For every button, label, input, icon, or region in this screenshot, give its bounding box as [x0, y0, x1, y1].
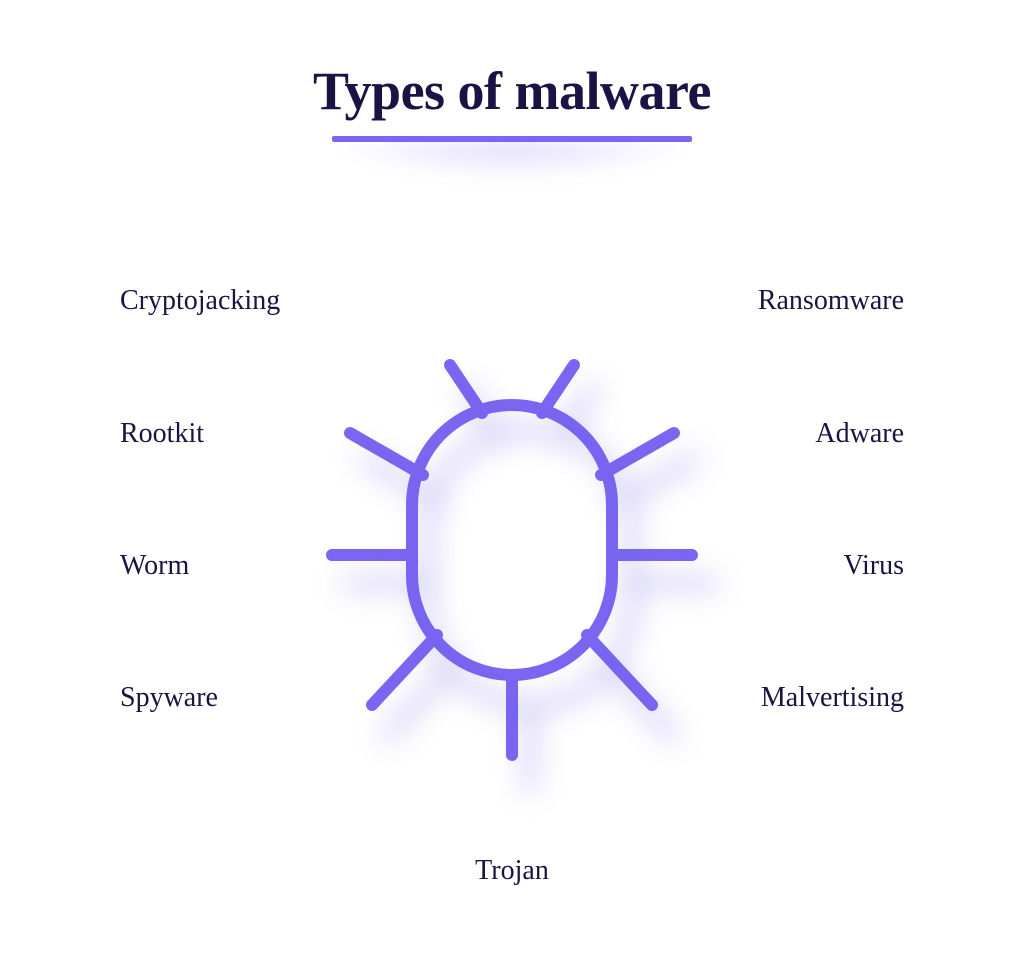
label-spyware: Spyware — [120, 682, 218, 714]
title-underline — [332, 136, 692, 142]
label-worm: Worm — [120, 550, 189, 582]
label-adware: Adware — [815, 418, 904, 450]
label-malvertising: Malvertising — [761, 682, 904, 714]
bug-shadow — [326, 328, 734, 818]
page-title: Types of malware — [313, 60, 711, 122]
title-underline-shadow — [332, 142, 692, 182]
label-rootkit: Rootkit — [120, 418, 204, 450]
label-trojan: Trojan — [475, 855, 549, 887]
bug-figure — [312, 305, 712, 785]
label-ransomware: Ransomware — [758, 285, 904, 317]
title-block: Types of malware — [313, 60, 711, 142]
label-cryptojacking: Cryptojacking — [120, 285, 280, 317]
label-virus: Virus — [843, 550, 904, 582]
